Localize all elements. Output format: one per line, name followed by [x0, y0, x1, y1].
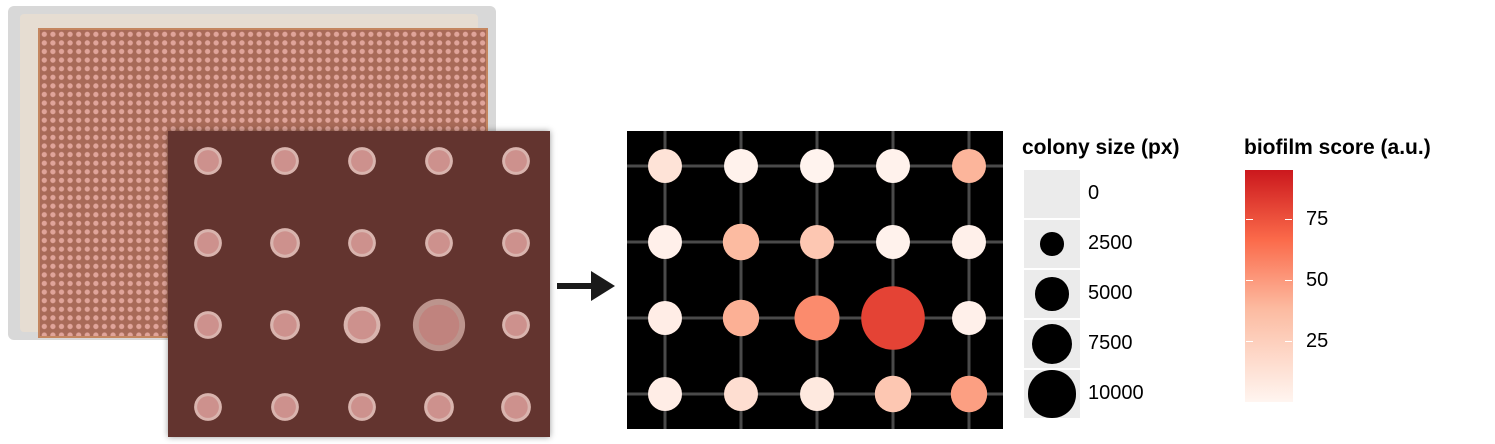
photo-colony: [271, 147, 299, 175]
colony-size-legend-title: colony size (px): [1022, 136, 1180, 159]
photo-colony: [270, 310, 300, 340]
size-legend-key: [1024, 220, 1080, 268]
size-legend-label: 10000: [1088, 382, 1144, 404]
size-legend-key: [1024, 270, 1080, 318]
size-legend-key: [1024, 170, 1080, 218]
colony-point: [952, 301, 986, 335]
colorbar-tick-label: 25: [1306, 329, 1329, 352]
photo-colony: [270, 228, 300, 258]
colony-point: [800, 149, 834, 183]
colony-point: [722, 223, 760, 261]
photo-colony: [194, 229, 222, 257]
photo-colony: [424, 392, 454, 422]
photo-colony: [343, 306, 381, 344]
photo-colony: [501, 392, 531, 422]
colorbar-tick-label: 50: [1306, 268, 1329, 291]
biofilm-score-legend: biofilm score (a.u.) 25 50 75: [1244, 136, 1494, 426]
photo-colony: [348, 393, 376, 421]
size-legend-key: [1024, 370, 1080, 418]
photo-colony: [194, 393, 222, 421]
photo-colony: [502, 311, 530, 339]
size-legend-label: 2500: [1088, 232, 1133, 254]
size-legend-label: 5000: [1088, 282, 1133, 304]
colony-point: [648, 225, 682, 259]
photo-colony: [194, 311, 222, 339]
photo-colony: [348, 229, 376, 257]
photo-colony: [348, 147, 376, 175]
photo-colony: [502, 147, 530, 175]
size-legend-dot: [1028, 370, 1076, 418]
colorbar-tick-right: [1285, 279, 1292, 281]
photo-colony: [502, 229, 530, 257]
size-legend-dot: [1040, 232, 1064, 256]
colony-point: [794, 295, 840, 341]
biofilm-score-colorbar: [1245, 170, 1293, 402]
photo-colony: [425, 147, 453, 175]
photo-colony: [412, 298, 466, 352]
photo-colony: [425, 229, 453, 257]
biofilm-score-legend-title: biofilm score (a.u.): [1244, 136, 1431, 159]
colorbar-tick-left: [1246, 218, 1253, 220]
size-legend-dot: [1031, 323, 1073, 365]
colorbar-tick-right: [1285, 218, 1292, 220]
colony-point: [800, 377, 834, 411]
size-legend-dot: [1035, 277, 1069, 311]
colony-point: [724, 377, 758, 411]
size-legend-key: [1024, 320, 1080, 368]
size-legend-label: 7500: [1088, 332, 1133, 354]
arrow-right-icon: [557, 271, 615, 301]
colony-point: [876, 149, 910, 183]
colony-point: [876, 225, 910, 259]
photo-colony: [194, 147, 222, 175]
colony-point: [648, 377, 682, 411]
colony-point: [722, 299, 760, 337]
colony-point: [874, 375, 912, 413]
colony-size-legend: colony size (px) 0 2500 5000 7500 10000: [1022, 136, 1232, 426]
zoomed-colonies-svg: [194, 147, 531, 422]
colony-point: [950, 375, 988, 413]
colony-point: [800, 225, 834, 259]
colony-point: [648, 301, 682, 335]
colorbar-tick-label: 75: [1306, 207, 1329, 230]
colony-bubble-plot: [627, 131, 1003, 429]
colony-point: [952, 149, 986, 183]
colorbar-tick-right: [1285, 340, 1292, 342]
colony-point: [648, 149, 682, 183]
colorbar-tick-left: [1246, 279, 1253, 281]
colorbar-tick-left: [1246, 340, 1253, 342]
colony-point: [952, 225, 986, 259]
colony-point: [861, 286, 925, 350]
zoomed-colonies-photo: [168, 131, 550, 437]
size-legend-label: 0: [1088, 182, 1100, 204]
colony-point: [724, 149, 758, 183]
photo-colony: [271, 393, 299, 421]
